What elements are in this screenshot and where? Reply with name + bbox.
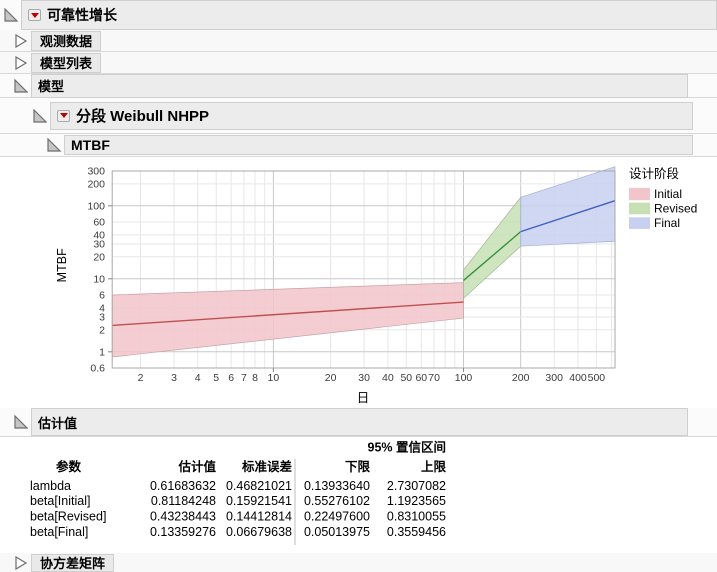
svg-text:3: 3 <box>171 372 177 384</box>
svg-text:40: 40 <box>382 372 394 384</box>
svg-text:20: 20 <box>325 372 337 384</box>
svg-text:Final: Final <box>654 216 680 230</box>
svg-text:0.43238443: 0.43238443 <box>150 510 216 524</box>
svg-text:设计阶段: 设计阶段 <box>629 166 679 181</box>
svg-text:100: 100 <box>87 200 105 212</box>
svg-text:50: 50 <box>400 372 412 384</box>
svg-text:70: 70 <box>428 372 440 384</box>
svg-text:参数: 参数 <box>56 459 82 474</box>
svg-text:60: 60 <box>93 217 105 229</box>
svg-text:0.13933640: 0.13933640 <box>304 479 370 493</box>
svg-text:0.61683632: 0.61683632 <box>150 479 216 493</box>
svg-text:Revised: Revised <box>654 202 697 216</box>
svg-text:0.6: 0.6 <box>90 363 105 375</box>
svg-text:500: 500 <box>588 372 606 384</box>
svg-text:下限: 下限 <box>345 459 371 474</box>
svg-text:200: 200 <box>512 372 530 384</box>
svg-text:30: 30 <box>93 239 105 251</box>
svg-text:5: 5 <box>213 372 219 384</box>
svg-text:300: 300 <box>545 372 563 384</box>
svg-text:0.05013975: 0.05013975 <box>304 525 370 539</box>
svg-text:0.22497600: 0.22497600 <box>304 510 370 524</box>
svg-text:2: 2 <box>99 324 105 336</box>
svg-text:0.15921541: 0.15921541 <box>226 494 292 508</box>
svg-text:2: 2 <box>138 372 144 384</box>
svg-text:0.3559456: 0.3559456 <box>387 525 446 539</box>
svg-text:20: 20 <box>93 251 105 263</box>
svg-text:0.46821021: 0.46821021 <box>226 479 292 493</box>
svg-text:7: 7 <box>241 372 247 384</box>
svg-text:0.06679638: 0.06679638 <box>226 525 292 539</box>
svg-text:6: 6 <box>228 372 234 384</box>
svg-text:lambda: lambda <box>30 479 71 493</box>
svg-text:8: 8 <box>252 372 258 384</box>
svg-text:95% 置信区间: 95% 置信区间 <box>368 440 447 455</box>
svg-text:2.7307082: 2.7307082 <box>387 479 446 493</box>
svg-text:MTBF: MTBF <box>55 248 69 282</box>
svg-text:0.8310055: 0.8310055 <box>387 510 446 524</box>
svg-text:10: 10 <box>93 273 105 285</box>
svg-text:300: 300 <box>87 166 105 178</box>
svg-text:Initial: Initial <box>654 187 682 201</box>
svg-text:1: 1 <box>99 346 105 358</box>
svg-text:0.14412814: 0.14412814 <box>226 510 292 524</box>
svg-text:3: 3 <box>99 312 105 324</box>
svg-text:10: 10 <box>268 372 280 384</box>
svg-text:0.55276102: 0.55276102 <box>304 494 370 508</box>
svg-text:30: 30 <box>358 372 370 384</box>
svg-text:beta[Initial]: beta[Initial] <box>30 494 90 508</box>
svg-text:6: 6 <box>99 290 105 302</box>
svg-text:beta[Final]: beta[Final] <box>30 525 88 539</box>
svg-text:标准误差: 标准误差 <box>241 459 292 474</box>
svg-text:估计值: 估计值 <box>177 459 216 474</box>
svg-text:日: 日 <box>357 391 370 405</box>
svg-text:beta[Revised]: beta[Revised] <box>30 510 106 524</box>
svg-text:100: 100 <box>455 372 473 384</box>
svg-text:4: 4 <box>195 372 201 384</box>
svg-text:200: 200 <box>87 178 105 190</box>
svg-text:60: 60 <box>415 372 427 384</box>
svg-text:0.13359276: 0.13359276 <box>150 525 216 539</box>
svg-text:1.1923565: 1.1923565 <box>387 494 446 508</box>
svg-text:上限: 上限 <box>421 459 447 474</box>
svg-text:0.81184248: 0.81184248 <box>151 494 216 508</box>
svg-text:400: 400 <box>569 372 587 384</box>
